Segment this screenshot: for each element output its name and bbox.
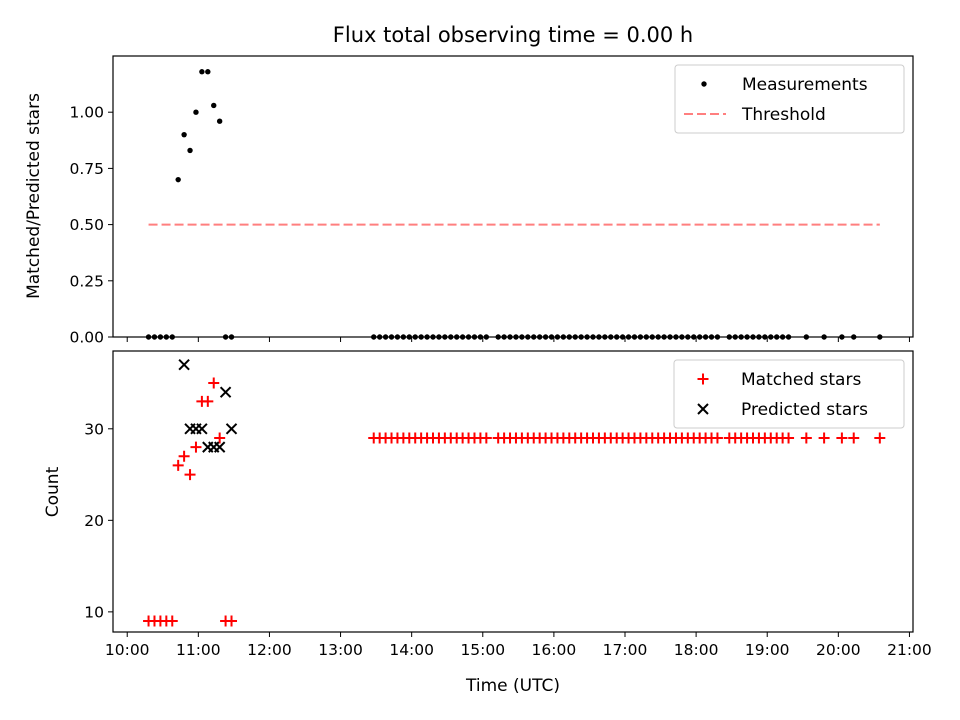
matched-star-marker [190,441,202,453]
x-tick-label: 19:00 [745,641,790,659]
matched-star-marker [202,395,214,407]
matched-star-marker [874,432,886,444]
legend-label: Threshold [741,105,826,125]
bottom-plot-area [143,359,886,627]
bottom-panel: 10 20 30 10:00 11:00 12:00 13:00 14:00 15:00 16:… [43,350,932,696]
y-tick-label: 0.25 [69,272,104,290]
top-y-axis-label: Matched/Predicted stars [24,93,44,299]
measurement-point [175,176,181,183]
legend-box [674,64,905,134]
legend-label: Measurements [742,75,868,95]
bottom-legend: Matched stars Predicted stars [673,359,905,429]
x-tick-label: 18:00 [674,641,719,659]
matched-star-marker [214,432,226,444]
measurement-point [216,118,223,124]
top-legend: Measurements Threshold [674,64,905,134]
y-tick-label: 1.00 [69,104,104,122]
legend-label: Predicted stars [741,400,868,420]
x-tick-label: 20:00 [816,641,861,659]
predicted-star-marker [219,386,232,398]
matched-star-marker [178,450,190,462]
x-tick-label: 21:00 [887,641,932,659]
y-tick-label: 10 [84,603,104,621]
bottom-axes-frame [112,350,914,633]
chart-title: Flux total observing time = 0.00 h [333,23,693,47]
bottom-x-ticks: 10:00 11:00 12:00 13:00 14:00 15:00 16:00 17:00… [105,632,932,659]
measurement-point [187,147,193,154]
matched-star-marker [818,432,830,444]
matched-star-marker [172,459,184,471]
legend-box [673,359,905,429]
matched-star-marker [184,469,196,481]
legend-measurement-swatch [701,81,707,87]
matched-star-marker [711,432,723,444]
measurement-point [199,69,205,75]
matched-star-marker [848,432,860,444]
predicted-star-marker [225,423,238,435]
x-tick-label: 16:00 [532,641,577,659]
measurement-point [193,109,199,115]
measurement-point [211,102,217,109]
top-x-ticks [126,337,910,342]
x-tick-label: 17:00 [603,641,648,659]
predicted-star-marker [178,359,190,371]
legend-predicted-swatch [697,403,709,415]
top-plot-area [145,69,883,340]
matched-star-marker [783,432,795,444]
measurement-point [205,69,211,75]
y-tick-label: 0.75 [69,160,104,178]
matched-star-marker [166,615,178,627]
top-y-ticks: 0.00 0.25 0.50 0.75 1.00 [69,104,113,347]
y-tick-label: 20 [84,512,104,530]
matched-star-marker [208,377,220,389]
x-tick-label: 11:00 [176,641,221,659]
x-axis-label: Time (UTC) [465,676,560,696]
matched-star-marker [836,432,848,444]
predicted-star-marker [213,441,226,453]
x-tick-label: 12:00 [247,641,292,659]
x-tick-label: 14:00 [389,641,434,659]
y-tick-label: 0.50 [69,216,104,234]
x-tick-label: 15:00 [460,641,505,659]
legend-matched-swatch [697,373,709,385]
matched-star-marker [800,432,812,444]
bottom-y-axis-label: Count [43,466,63,517]
matched-star-marker [480,432,492,444]
predicted-star-marker [196,423,208,435]
y-tick-label: 0.00 [69,329,104,347]
x-tick-label: 13:00 [318,641,363,659]
legend-label: Matched stars [741,370,861,390]
y-tick-label: 30 [84,420,104,438]
bottom-y-ticks: 10 20 30 [84,420,113,621]
measurement-point [181,131,187,138]
top-axes-frame [112,55,914,338]
matched-star-marker [226,615,238,627]
x-tick-label: 10:00 [105,641,150,659]
top-panel: 0.00 0.25 0.50 0.75 1.00 Matched/Predicted s… [24,55,914,347]
